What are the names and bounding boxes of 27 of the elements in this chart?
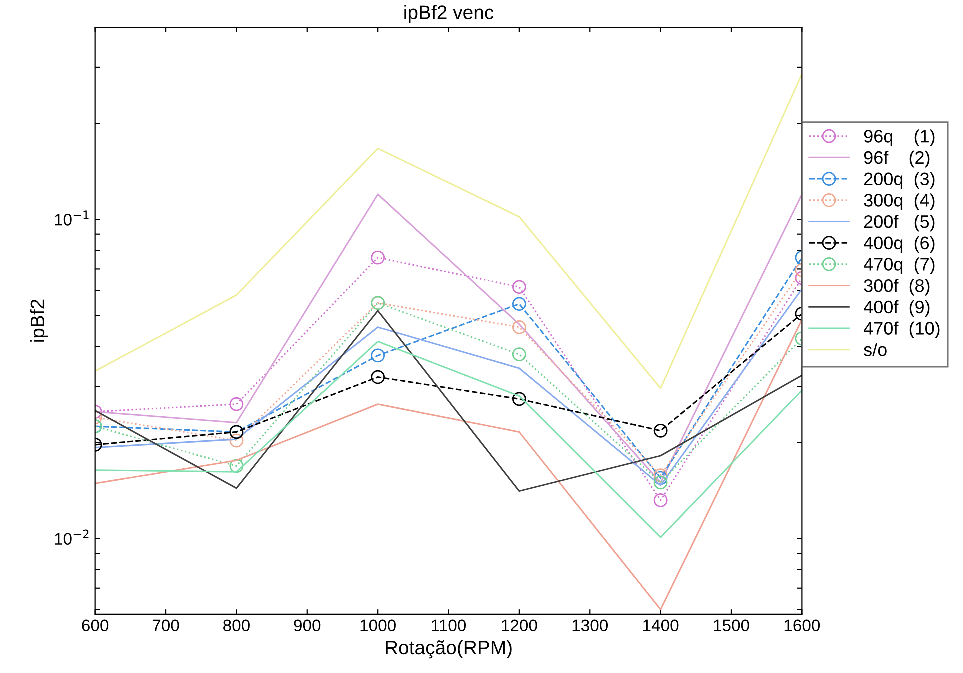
x-tick-label: 1400	[644, 620, 679, 632]
y-tick-label: 10$^{−1}$	[55, 210, 89, 226]
x-tick-label: 1200	[502, 620, 538, 632]
x-tick-label: 1500	[714, 620, 750, 632]
legend-label: 470f (10)	[864, 322, 940, 339]
legend-label: s/o	[864, 343, 887, 356]
x-tick-label: 700	[152, 620, 180, 632]
x-tick-label: 800	[224, 620, 250, 632]
x-axis-title: Rotação(RPM)	[386, 640, 512, 659]
legend-label: 400q (6)	[864, 236, 935, 254]
x-tick-label: 1000	[360, 620, 396, 632]
x-tick-label: 900	[294, 620, 321, 632]
legend-label: 96f (2)	[864, 150, 930, 168]
x-tick-label: 1100	[432, 620, 466, 632]
legend-label: 400f (9)	[864, 300, 930, 318]
x-tick-label: 600	[82, 620, 109, 632]
legend-label: 470q (7)	[864, 258, 935, 274]
legend-label: 200q (3)	[864, 172, 935, 190]
y-axis-title: ipBf2	[30, 300, 48, 342]
legend-label: 300q (4)	[864, 194, 935, 210]
x-tick-label: 1300	[572, 620, 608, 632]
x-tick-label: 1600	[784, 620, 820, 632]
y-tick-label: 10$^{−2}$	[55, 530, 89, 546]
chart-title: ipBf2 venc	[404, 5, 494, 24]
legend-label: 200f (5)	[864, 214, 935, 232]
legend-label: 300f (8)	[864, 279, 930, 296]
legend-label: 96q (1)	[864, 130, 935, 146]
